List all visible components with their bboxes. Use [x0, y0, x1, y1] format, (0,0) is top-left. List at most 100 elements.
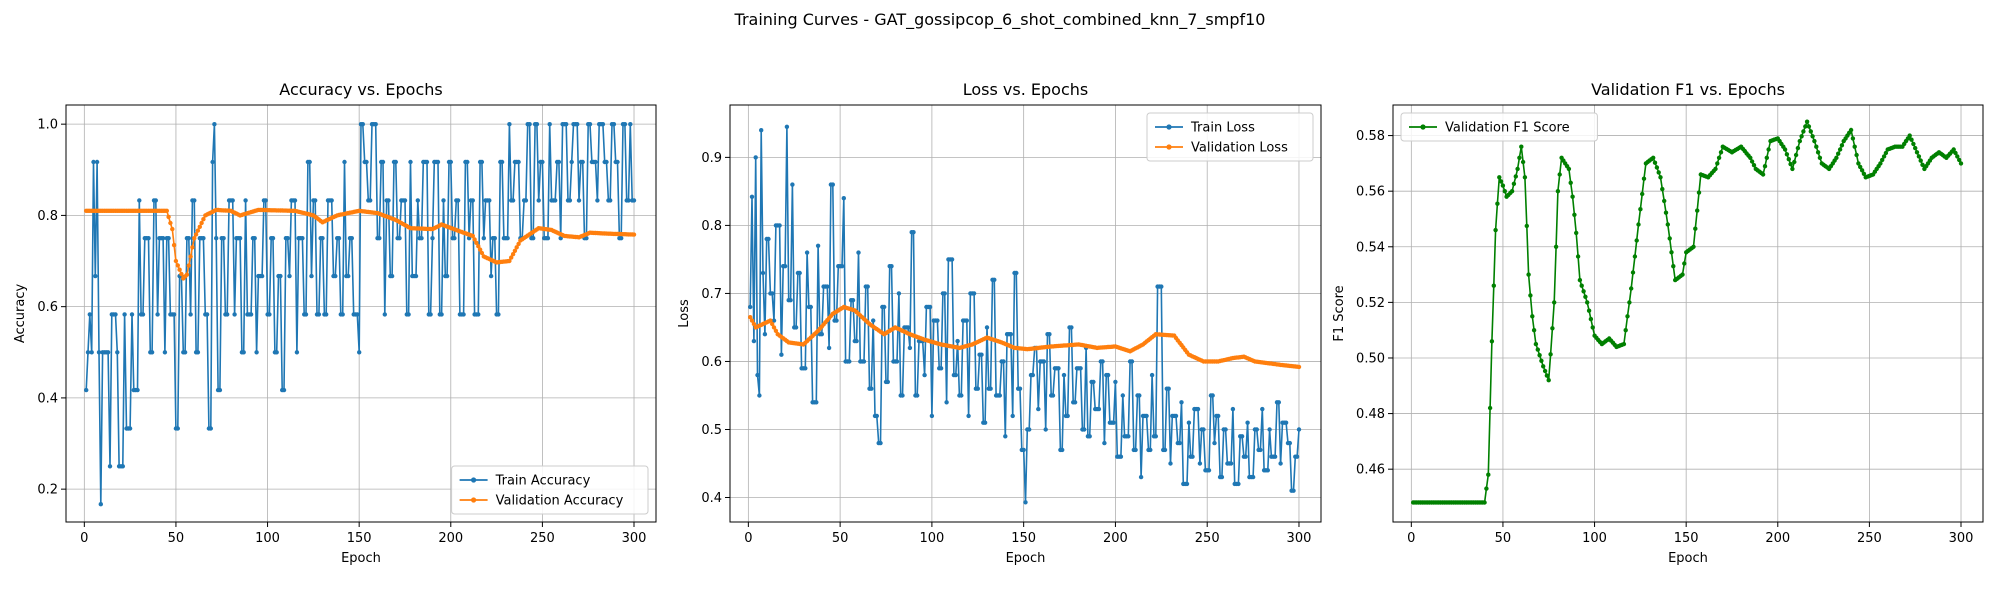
data-point: [894, 359, 900, 364]
data-point: [186, 263, 191, 268]
data-point: [584, 236, 589, 241]
subplot-title: Validation F1 vs. Epochs: [1591, 80, 1785, 99]
legend-swatch-marker: [1166, 124, 1172, 130]
data-point: [1166, 386, 1171, 391]
data-point: [487, 198, 492, 203]
data-point: [1056, 366, 1061, 371]
data-point: [1682, 261, 1687, 266]
data-point: [915, 393, 920, 398]
data-point: [173, 258, 179, 264]
data-point: [89, 350, 94, 355]
plot-frame: [1392, 104, 1984, 523]
data-point: [523, 198, 529, 203]
data-point: [1957, 157, 1962, 163]
data-point: [1918, 158, 1923, 163]
data-point: [856, 250, 861, 255]
data-point: [1537, 353, 1542, 358]
x-axis-label: Epoch: [1006, 551, 1046, 566]
data-point: [545, 236, 551, 241]
data-point: [966, 413, 971, 419]
data-point: [626, 198, 631, 203]
data-point: [1749, 159, 1755, 164]
data-point: [1572, 212, 1577, 217]
data-point: [927, 304, 933, 310]
data-point: [760, 270, 766, 276]
x-tick-label: 0: [80, 531, 88, 546]
series-validation-loss: [748, 304, 1302, 370]
data-point: [1858, 164, 1863, 170]
data-point: [441, 198, 446, 203]
data-point: [340, 312, 345, 317]
subplot-title: Accuracy vs. Epochs: [279, 80, 442, 99]
data-point: [137, 198, 142, 203]
data-point: [1799, 134, 1804, 139]
data-point: [113, 312, 118, 317]
data-point: [1581, 289, 1586, 294]
data-point: [377, 236, 382, 241]
data-point: [472, 237, 477, 242]
data-point: [1287, 440, 1293, 446]
data-point: [1654, 165, 1660, 170]
data-point: [1585, 300, 1590, 305]
data-point: [907, 345, 913, 351]
data-point: [1489, 339, 1495, 344]
series-validation-accuracy: [84, 207, 637, 281]
data-point: [896, 291, 902, 296]
data-point: [324, 312, 329, 317]
data-point: [349, 236, 354, 241]
data-point: [1804, 119, 1810, 124]
data-point: [1219, 474, 1225, 480]
data-point: [259, 273, 265, 279]
data-point: [569, 159, 574, 165]
data-point: [1133, 447, 1138, 453]
data-point: [1526, 272, 1531, 277]
data-point: [1660, 186, 1665, 192]
data-point: [267, 312, 272, 317]
data-point: [212, 122, 217, 127]
data-point: [825, 284, 830, 289]
data-point: [540, 159, 545, 165]
data-point: [171, 242, 177, 248]
data-point: [1533, 341, 1539, 347]
data-point: [380, 159, 386, 165]
data-point: [333, 273, 338, 279]
data-point: [309, 273, 314, 279]
y-tick-label: 0.4: [37, 391, 58, 406]
data-point: [195, 228, 201, 233]
data-point: [1588, 316, 1594, 322]
data-point: [488, 273, 494, 279]
data-point: [1718, 150, 1724, 155]
data-point: [1515, 166, 1520, 172]
legend-label: Validation Loss: [1191, 141, 1288, 156]
data-point: [294, 350, 300, 355]
data-point: [336, 236, 342, 241]
data-point: [1008, 332, 1013, 337]
data-point: [465, 159, 470, 165]
data-point: [1243, 454, 1248, 459]
data-point: [1003, 434, 1008, 439]
x-axis-label: Epoch: [341, 551, 381, 566]
data-point: [1715, 161, 1720, 166]
data-point: [1091, 379, 1096, 385]
legend-label: Train Accuracy: [495, 474, 591, 489]
data-point: [975, 386, 980, 391]
data-point: [1511, 181, 1517, 186]
data-point: [1797, 138, 1803, 144]
data-point: [753, 155, 758, 160]
data-point: [168, 220, 173, 226]
data-point: [510, 252, 516, 257]
data-point: [773, 328, 779, 333]
legend-box: [1146, 112, 1314, 162]
data-point: [1267, 427, 1272, 432]
data-point: [850, 298, 856, 303]
data-point: [1878, 161, 1883, 166]
data-point: [1568, 180, 1573, 185]
data-point: [1916, 154, 1922, 159]
data-point: [382, 312, 387, 317]
data-point: [184, 272, 190, 277]
data-point: [790, 182, 795, 187]
data-point: [587, 122, 593, 127]
data-point: [476, 244, 481, 249]
data-point: [1859, 168, 1865, 173]
data-point: [1144, 413, 1149, 419]
